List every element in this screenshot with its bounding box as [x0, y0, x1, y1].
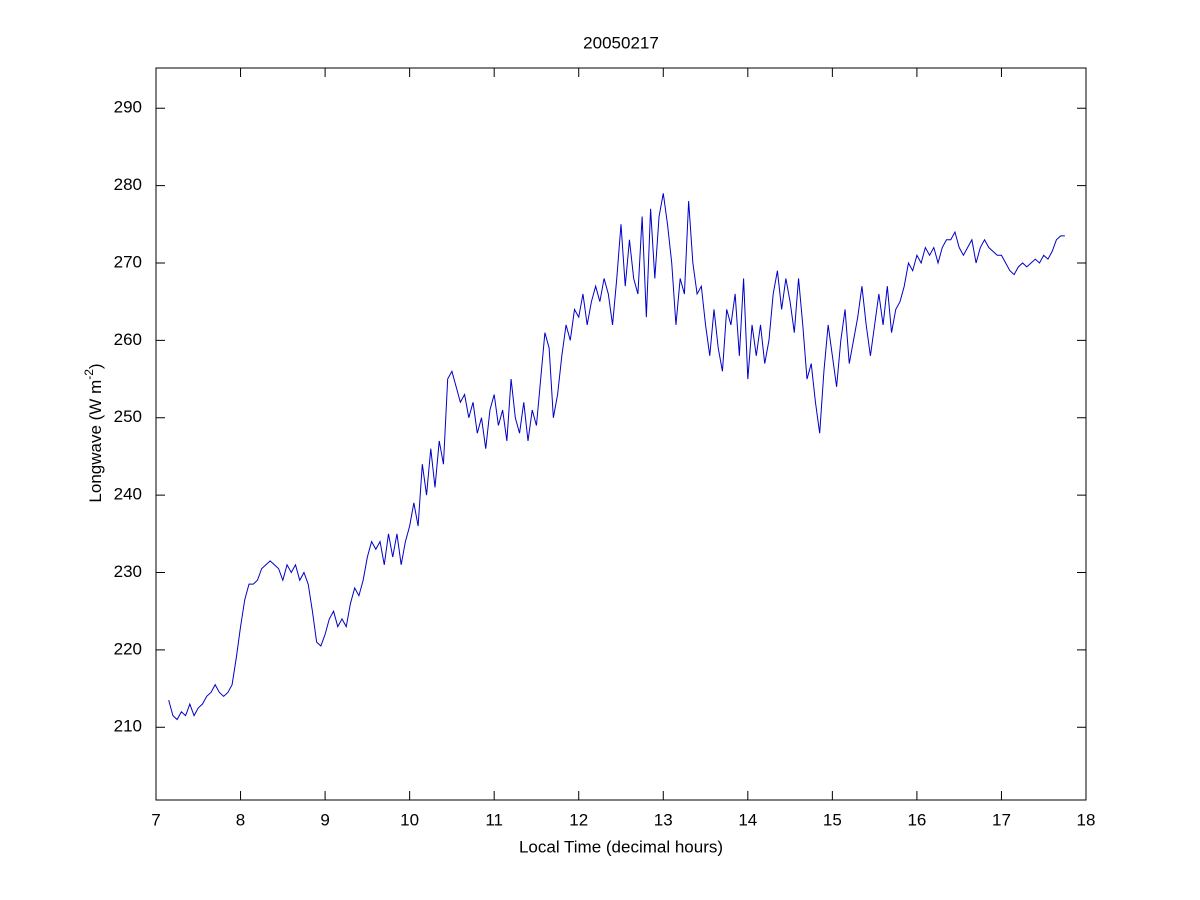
x-tick-label: 13	[654, 810, 673, 829]
x-tick-label: 10	[400, 810, 419, 829]
y-tick-label: 280	[114, 175, 142, 194]
y-tick-label: 290	[114, 98, 142, 117]
y-tick-label: 250	[114, 407, 142, 426]
x-tick-label: 9	[320, 810, 329, 829]
y-tick-label: 210	[114, 717, 142, 736]
x-tick-label: 18	[1077, 810, 1096, 829]
y-axis-label-suffix: )	[86, 363, 105, 369]
x-tick-label: 16	[907, 810, 926, 829]
x-tick-label: 12	[569, 810, 588, 829]
y-tick-label: 230	[114, 562, 142, 581]
x-tick-label: 14	[738, 810, 757, 829]
y-axis-label: Longwave (W m-2)	[82, 363, 105, 502]
y-axis-label-text: Longwave (W m	[86, 380, 105, 503]
y-axis-label-superscript: -2	[82, 369, 96, 380]
y-tick-label: 220	[114, 639, 142, 658]
x-tick-label: 7	[151, 810, 160, 829]
chart-title: 20050217	[583, 33, 659, 52]
x-tick-label: 15	[823, 810, 842, 829]
x-axis-label: Local Time (decimal hours)	[519, 837, 723, 856]
x-tick-label: 11	[485, 810, 503, 829]
x-tick-label: 17	[992, 810, 1011, 829]
data-line	[168, 193, 1065, 721]
y-tick-label: 270	[114, 252, 142, 271]
y-tick-label: 260	[114, 330, 142, 349]
y-tick-label: 240	[114, 485, 142, 504]
axes-box	[155, 67, 1087, 801]
x-tick-label: 8	[236, 810, 245, 829]
